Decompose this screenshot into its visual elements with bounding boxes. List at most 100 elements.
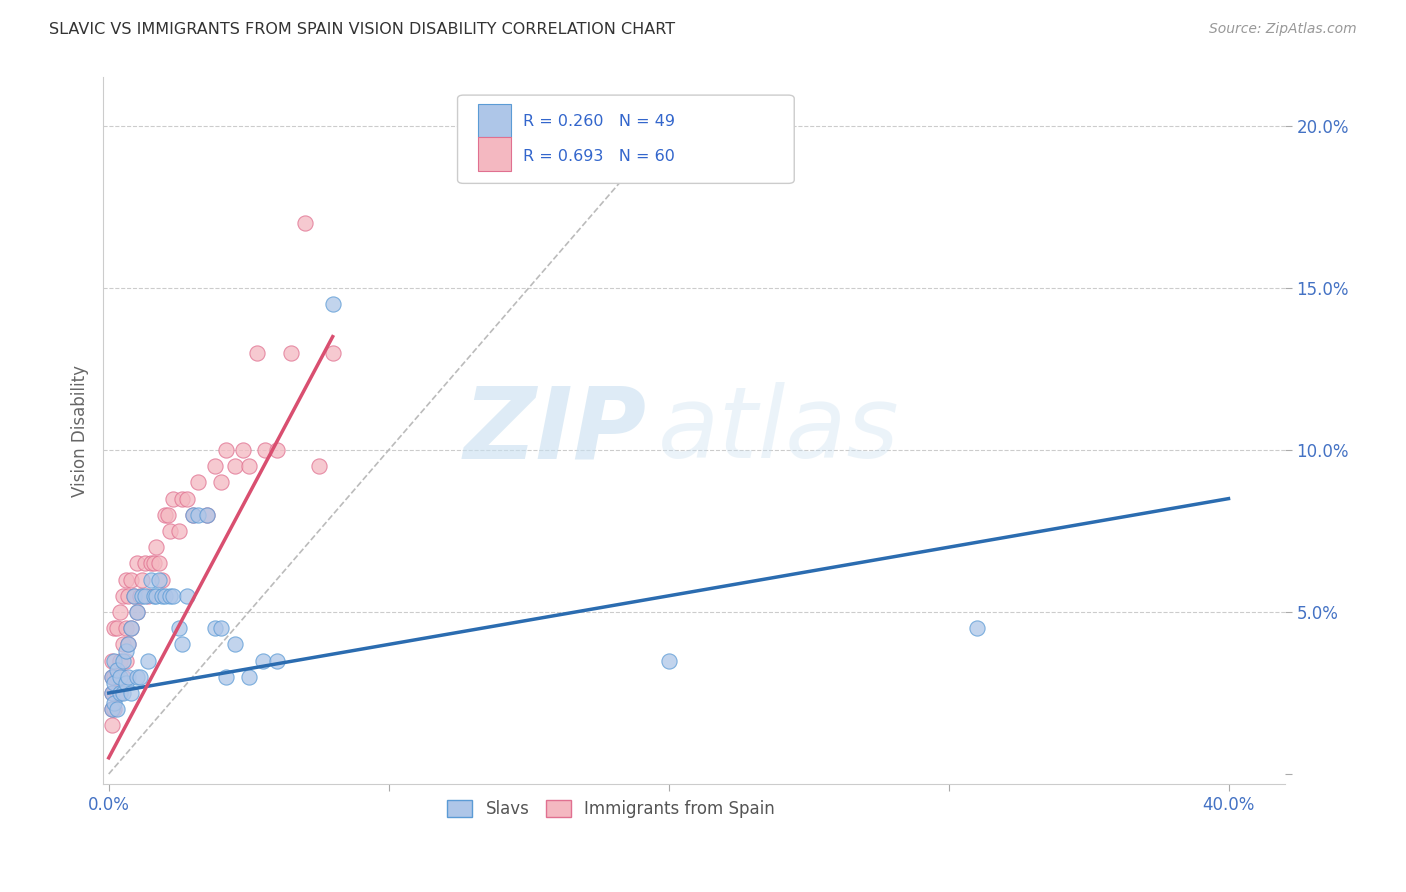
- Point: [150, 589, 173, 603]
- Point: [131, 573, 153, 587]
- Point: [142, 589, 165, 603]
- Text: R = 0.260   N = 49: R = 0.260 N = 49: [523, 114, 675, 129]
- Point: [238, 459, 260, 474]
- Point: [114, 654, 136, 668]
- Point: [136, 589, 159, 603]
- Point: [108, 686, 131, 700]
- Point: [966, 621, 988, 635]
- Point: [105, 686, 128, 700]
- Point: [294, 216, 316, 230]
- Point: [145, 589, 167, 603]
- Point: [105, 621, 128, 635]
- Legend: Slavs, Immigrants from Spain: Slavs, Immigrants from Spain: [440, 793, 782, 825]
- Point: [100, 654, 122, 668]
- Point: [122, 589, 145, 603]
- Point: [134, 557, 156, 571]
- Point: [117, 637, 139, 651]
- Point: [232, 443, 254, 458]
- Point: [266, 654, 288, 668]
- Point: [100, 686, 122, 700]
- Text: Source: ZipAtlas.com: Source: ZipAtlas.com: [1209, 22, 1357, 37]
- Point: [100, 702, 122, 716]
- Point: [176, 491, 198, 506]
- Point: [120, 573, 142, 587]
- FancyBboxPatch shape: [478, 103, 510, 137]
- Point: [114, 573, 136, 587]
- Point: [136, 654, 159, 668]
- Text: R = 0.693   N = 60: R = 0.693 N = 60: [523, 149, 675, 164]
- Point: [322, 346, 344, 360]
- Point: [187, 475, 209, 490]
- Point: [204, 459, 226, 474]
- Point: [120, 621, 142, 635]
- Point: [187, 508, 209, 522]
- Point: [215, 670, 238, 684]
- Point: [195, 508, 218, 522]
- Point: [103, 654, 125, 668]
- Point: [114, 676, 136, 690]
- Point: [111, 654, 134, 668]
- Text: SLAVIC VS IMMIGRANTS FROM SPAIN VISION DISABILITY CORRELATION CHART: SLAVIC VS IMMIGRANTS FROM SPAIN VISION D…: [49, 22, 675, 37]
- Point: [117, 589, 139, 603]
- Point: [167, 524, 190, 538]
- Point: [128, 670, 150, 684]
- FancyBboxPatch shape: [478, 137, 510, 171]
- Point: [170, 491, 193, 506]
- Point: [117, 637, 139, 651]
- Point: [215, 443, 238, 458]
- Point: [103, 696, 125, 710]
- Point: [153, 589, 176, 603]
- Point: [103, 621, 125, 635]
- Point: [114, 644, 136, 658]
- Point: [195, 508, 218, 522]
- Point: [100, 702, 122, 716]
- Point: [105, 702, 128, 716]
- Point: [181, 508, 204, 522]
- Y-axis label: Vision Disability: Vision Disability: [72, 365, 89, 497]
- Point: [117, 670, 139, 684]
- Point: [252, 654, 274, 668]
- Point: [176, 589, 198, 603]
- Point: [108, 670, 131, 684]
- Point: [658, 654, 681, 668]
- Point: [125, 670, 148, 684]
- Point: [111, 686, 134, 700]
- Point: [142, 557, 165, 571]
- Point: [204, 621, 226, 635]
- Point: [162, 491, 184, 506]
- Point: [159, 589, 181, 603]
- Point: [125, 557, 148, 571]
- Point: [111, 589, 134, 603]
- Point: [209, 475, 232, 490]
- Point: [322, 297, 344, 311]
- Point: [167, 621, 190, 635]
- Point: [111, 637, 134, 651]
- FancyBboxPatch shape: [457, 95, 794, 184]
- Point: [125, 605, 148, 619]
- Point: [181, 508, 204, 522]
- Point: [153, 508, 176, 522]
- Point: [100, 718, 122, 732]
- Point: [209, 621, 232, 635]
- Point: [105, 664, 128, 678]
- Point: [122, 589, 145, 603]
- Point: [224, 637, 246, 651]
- Point: [148, 573, 170, 587]
- Point: [308, 459, 330, 474]
- Point: [280, 346, 302, 360]
- Point: [148, 557, 170, 571]
- Point: [100, 686, 122, 700]
- Point: [108, 605, 131, 619]
- Point: [100, 670, 122, 684]
- Point: [103, 676, 125, 690]
- Point: [145, 540, 167, 554]
- Point: [131, 589, 153, 603]
- Point: [170, 637, 193, 651]
- Point: [156, 508, 179, 522]
- Point: [111, 670, 134, 684]
- Point: [224, 459, 246, 474]
- Point: [162, 589, 184, 603]
- Point: [114, 621, 136, 635]
- Text: ZIP: ZIP: [464, 382, 647, 479]
- Point: [238, 670, 260, 684]
